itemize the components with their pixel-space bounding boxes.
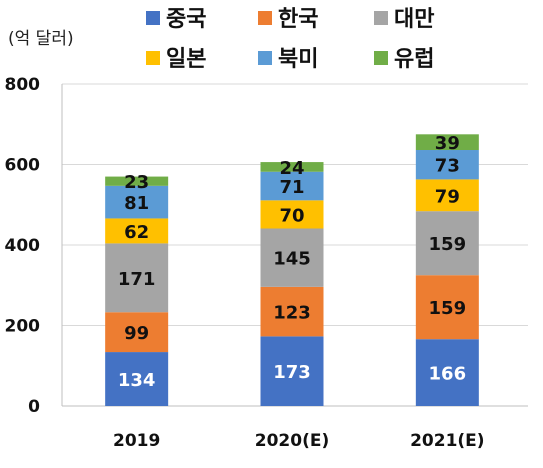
legend-swatch xyxy=(374,51,388,65)
x-tick-label: 2021(E) xyxy=(410,431,484,451)
bar-segment xyxy=(105,218,169,244)
legend-swatch xyxy=(146,51,160,65)
legend-label: 유럽 xyxy=(394,47,434,72)
legend-label: 중국 xyxy=(166,7,206,32)
bar-segment xyxy=(105,176,169,186)
y-tick-label: 200 xyxy=(5,317,41,337)
data-label: 23 xyxy=(124,172,149,193)
data-label: 62 xyxy=(124,222,149,243)
x-axis: 2019 2020(E) 2021(E) xyxy=(113,431,485,451)
data-label: 159 xyxy=(429,298,467,319)
data-label: 70 xyxy=(279,205,304,226)
bar-segment xyxy=(415,179,479,212)
x-tick-label: 2019 xyxy=(113,431,160,451)
bar-segment xyxy=(260,162,324,172)
y-tick-label: 600 xyxy=(5,156,41,176)
bar-segment xyxy=(415,275,479,340)
bar-segment xyxy=(415,211,479,276)
data-label: 79 xyxy=(435,186,460,207)
bar-segment xyxy=(260,228,324,287)
data-label: 173 xyxy=(273,362,311,383)
bar-segment xyxy=(105,185,169,219)
data-label: 81 xyxy=(124,193,149,214)
y-tick-label: 400 xyxy=(5,236,41,256)
legend-swatch xyxy=(146,11,160,25)
legend-swatch xyxy=(258,11,272,25)
unit-label: (억 달러) xyxy=(8,29,74,49)
legend-item: 중국 xyxy=(146,7,206,32)
legend-item: 일본 xyxy=(146,47,206,72)
bar-segment xyxy=(415,339,479,406)
bar-segment xyxy=(415,150,479,180)
bar-segment xyxy=(260,336,324,406)
data-label: 71 xyxy=(279,177,304,198)
legend-item: 유럽 xyxy=(374,47,434,72)
bar-segment xyxy=(260,200,324,229)
legend-label: 일본 xyxy=(166,47,206,72)
bar-segment xyxy=(105,312,169,353)
data-label: 159 xyxy=(429,234,467,255)
x-tick-label: 2020(E) xyxy=(255,431,329,451)
data-label: 145 xyxy=(273,249,311,270)
legend-item: 대만 xyxy=(374,7,434,32)
data-label: 171 xyxy=(118,269,156,290)
data-label: 99 xyxy=(124,323,149,344)
legend-label: 한국 xyxy=(278,7,318,32)
data-label: 166 xyxy=(429,364,467,385)
y-tick-label: 0 xyxy=(28,397,40,417)
bar-segment xyxy=(105,352,169,406)
bar-segment xyxy=(105,243,169,313)
data-label: 39 xyxy=(435,133,460,154)
legend-label: 대만 xyxy=(394,7,434,32)
data-label: 123 xyxy=(273,303,311,324)
legend-label: 북미 xyxy=(278,47,318,72)
bar-segment xyxy=(260,286,324,337)
data-label: 73 xyxy=(435,156,460,177)
bar-segment xyxy=(415,134,479,151)
data-label: 134 xyxy=(118,370,156,391)
legend-item: 한국 xyxy=(258,7,318,32)
data-label: 24 xyxy=(279,158,304,179)
legend-swatch xyxy=(374,11,388,25)
legend-swatch xyxy=(258,51,272,65)
y-tick-label: 800 xyxy=(5,75,41,95)
legend-item: 북미 xyxy=(258,47,318,72)
bar-segment xyxy=(260,171,324,201)
